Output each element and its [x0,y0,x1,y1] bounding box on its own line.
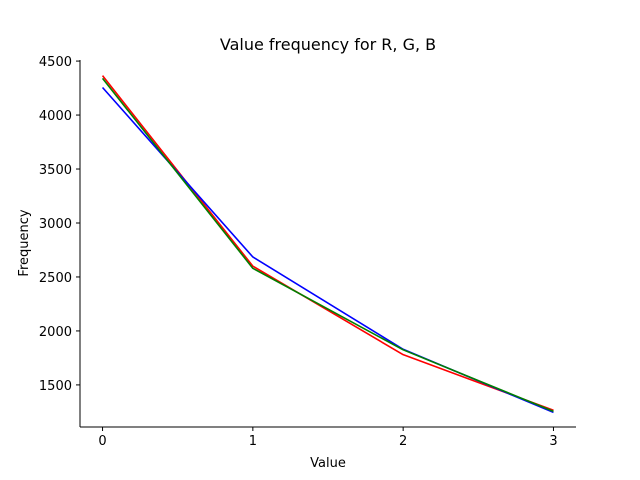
x-axis-label: Value [310,456,346,471]
y-tick-label: 3500 [39,163,72,178]
x-axis-ticks: 0 1 2 3 [98,427,558,449]
x-tick-label: 0 [98,434,106,449]
y-tick-label: 4500 [39,55,72,70]
y-axis-ticks: 1500 2000 2500 3000 3500 4000 4500 [39,55,80,394]
y-axis-label: Frequency [17,209,32,276]
chart-title: Value frequency for R, G, B [220,35,436,54]
series-line-1 [101,86,554,414]
x-tick-label: 2 [399,434,407,449]
x-tick-label: 3 [549,434,557,449]
plot-area [101,75,554,414]
y-tick-label: 3000 [39,217,72,232]
y-tick-label: 4000 [39,109,72,124]
y-tick-label: 2000 [39,325,72,340]
x-tick-label: 1 [249,434,257,449]
y-tick-label: 1500 [39,379,72,394]
series-line-0 [101,75,554,412]
y-tick-label: 2500 [39,271,72,286]
series-line-2 [101,77,554,413]
